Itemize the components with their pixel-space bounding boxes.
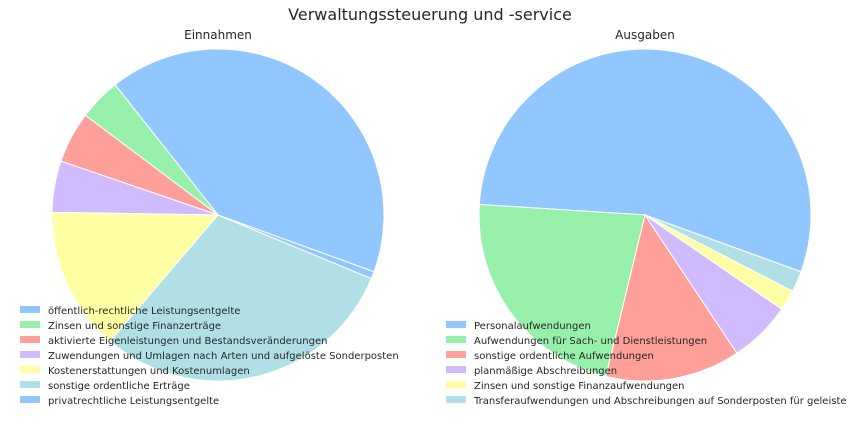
- pie-chart-0: Einnahmen öffentlich-rechtliche Leistungs…: [20, 28, 399, 407]
- pie-slice: [605, 213, 738, 382]
- pie-slice: [114, 48, 385, 273]
- legend-swatch: [446, 366, 466, 373]
- pie-slice: [644, 214, 802, 292]
- legend-swatch: [446, 396, 466, 403]
- pie-title: Einnahmen: [184, 28, 252, 42]
- legend-label: Transferaufwendungen und Abschreibungen …: [473, 396, 847, 407]
- legend-label: öffentlich-rechtliche Leistungsentgelte: [48, 306, 240, 317]
- pie-slice: [478, 203, 646, 377]
- legend-label: privatrechtliche Leistungsentgelte: [48, 396, 219, 407]
- legend-label: sonstige ordentliche Erträge: [48, 381, 190, 392]
- legend-label: sonstige ordentliche Aufwendungen: [474, 351, 654, 362]
- legend-label: aktivierte Eigenleistungen und Bestandsv…: [48, 336, 327, 347]
- legend-label: Aufwendungen für Sach- und Dienstleistun…: [474, 336, 707, 347]
- legend-swatch: [20, 366, 40, 373]
- legend-label: Zinsen und sonstige Finanzaufwendungen: [474, 381, 685, 392]
- legend: Personalaufwendungen Aufwendungen für Sac…: [446, 321, 847, 407]
- legend-label: Kostenerstattungen und Kostenumlagen: [48, 366, 250, 377]
- legend-swatch: [20, 381, 40, 388]
- legend-label: planmäßige Abschreibungen: [474, 366, 617, 377]
- pie-chart-1: Ausgaben Personalaufwendungen Aufwendungen…: [446, 28, 847, 407]
- legend-label: Personalaufwendungen: [474, 321, 591, 332]
- legend-swatch: [20, 396, 40, 403]
- legend-swatch: [20, 336, 40, 343]
- legend-label: Zinsen und sonstige Finanzerträge: [48, 321, 221, 332]
- legend-label: Zuwendungen und Umlagen nach Arten und a…: [48, 351, 399, 362]
- legend-swatch: [446, 381, 466, 388]
- pie-slice: [478, 48, 812, 273]
- pie-title: Ausgaben: [615, 28, 675, 42]
- legend: öffentlich-rechtliche Leistungsentgelte Z…: [20, 306, 399, 407]
- legend-swatch: [20, 351, 40, 358]
- legend-swatch: [20, 306, 40, 313]
- pie-slice: [51, 211, 220, 342]
- pie-slice: [217, 214, 375, 280]
- legend-swatch: [20, 321, 40, 328]
- pie-slice: [109, 214, 372, 382]
- legend-swatch: [446, 336, 466, 343]
- legend-swatch: [446, 351, 466, 358]
- legend-swatch: [446, 321, 466, 328]
- figure-title: Verwaltungssteuerung und -service: [288, 5, 572, 24]
